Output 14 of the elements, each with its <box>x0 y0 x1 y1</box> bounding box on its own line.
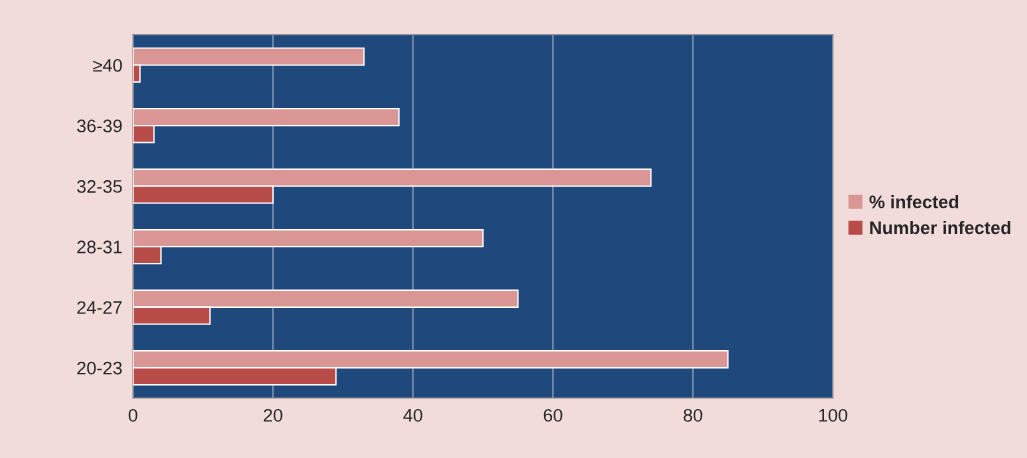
y-tick-label: 24-27 <box>77 301 122 314</box>
y-tick-label: 36-39 <box>77 119 122 133</box>
y-tick-label: 32-35 <box>77 180 122 193</box>
x-tick-label: 60 <box>543 408 563 422</box>
legend-label: Number infected <box>870 220 1011 235</box>
y-tick-label: 28-31 <box>77 240 122 254</box>
x-tick-label: 80 <box>683 408 703 422</box>
x-tick-label: 40 <box>403 408 423 422</box>
y-tick-label: ≥40 <box>93 59 122 72</box>
x-tick-label: 100 <box>819 408 848 422</box>
x-tick-label: 20 <box>263 408 283 422</box>
x-tick-label: 0 <box>128 408 138 422</box>
legend-label: % infected <box>869 195 959 209</box>
y-tick-label: 20-23 <box>77 361 122 375</box>
